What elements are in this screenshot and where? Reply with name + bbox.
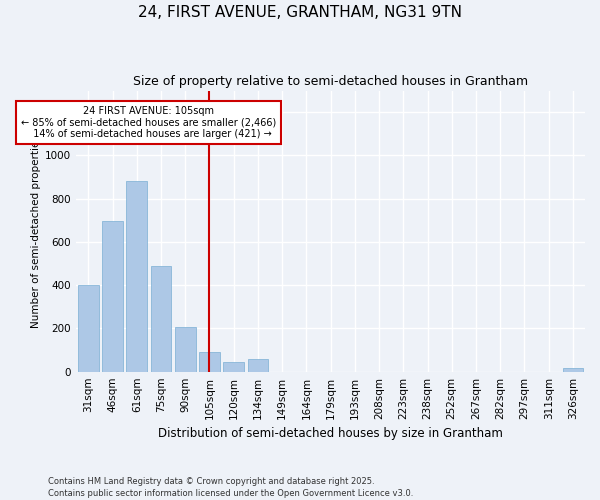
Bar	[102, 222, 123, 372]
Text: 24, FIRST AVENUE, GRANTHAM, NG31 9TN: 24, FIRST AVENUE, GRANTHAM, NG31 9TN	[138, 5, 462, 20]
Bar	[248, 358, 268, 372]
Bar	[223, 362, 244, 372]
Bar	[199, 352, 220, 372]
Bar	[175, 328, 196, 372]
Bar	[78, 285, 98, 372]
Text: 24 FIRST AVENUE: 105sqm
← 85% of semi-detached houses are smaller (2,466)
  14% : 24 FIRST AVENUE: 105sqm ← 85% of semi-de…	[21, 106, 277, 139]
Title: Size of property relative to semi-detached houses in Grantham: Size of property relative to semi-detach…	[133, 75, 528, 88]
Bar	[127, 182, 147, 372]
Bar	[563, 368, 583, 372]
Text: Contains HM Land Registry data © Crown copyright and database right 2025.
Contai: Contains HM Land Registry data © Crown c…	[48, 476, 413, 498]
Y-axis label: Number of semi-detached properties: Number of semi-detached properties	[31, 134, 41, 328]
Bar	[151, 266, 171, 372]
X-axis label: Distribution of semi-detached houses by size in Grantham: Distribution of semi-detached houses by …	[158, 427, 503, 440]
